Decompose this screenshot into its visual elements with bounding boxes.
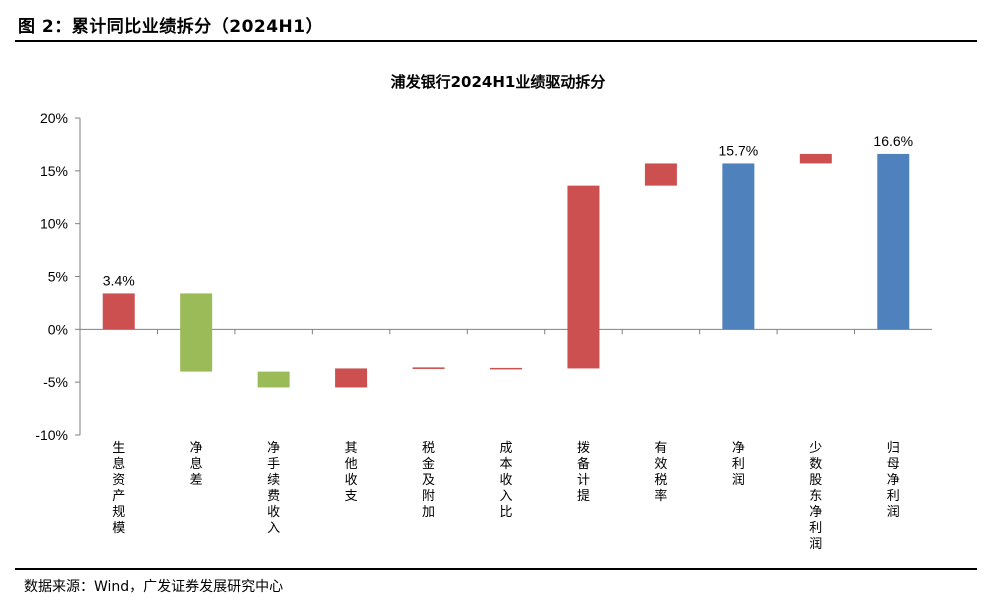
x-category-label: 有效税率 bbox=[654, 441, 667, 504]
bar-8 bbox=[644, 163, 677, 186]
x-category-label: 净利润 bbox=[732, 441, 745, 488]
x-category-label: 归母净利润 bbox=[887, 441, 900, 520]
bar-4 bbox=[335, 368, 368, 388]
bar-7 bbox=[567, 185, 600, 369]
x-category-label: 净手续费收入 bbox=[267, 441, 280, 536]
y-tick-label: 0% bbox=[48, 321, 68, 337]
x-category-label: 其他收支 bbox=[345, 441, 358, 504]
bar-5 bbox=[412, 367, 445, 369]
x-category-label: 净息差 bbox=[190, 441, 203, 488]
bar-1 bbox=[102, 293, 135, 330]
bottom-rule bbox=[15, 568, 977, 570]
x-category-label: 少数股东净利润 bbox=[809, 441, 822, 552]
bar-6 bbox=[490, 367, 522, 370]
top-rule bbox=[15, 40, 977, 42]
y-tick-label: 5% bbox=[48, 269, 68, 285]
x-category-label: 生息资产规模 bbox=[112, 441, 125, 536]
chart-title: 浦发银行2024H1业绩驱动拆分 bbox=[391, 73, 606, 91]
bar-9 bbox=[722, 163, 755, 330]
data-label: 16.6% bbox=[873, 133, 913, 149]
y-tick-label: 20% bbox=[40, 110, 68, 126]
x-category-label: 拨备计提 bbox=[577, 441, 590, 504]
bar-11 bbox=[877, 153, 910, 330]
waterfall-chart: 浦发银行2024H1业绩驱动拆分 20% 15% 10% 5% 0% -5% -10% 3.… bbox=[35, 73, 932, 552]
data-label: 3.4% bbox=[103, 272, 135, 288]
y-tick-label: -5% bbox=[43, 374, 68, 390]
bar-10 bbox=[799, 153, 832, 164]
figure-title: 图 2：累计同比业绩拆分（2024H1） bbox=[18, 17, 324, 37]
y-tick-label: 15% bbox=[40, 163, 68, 179]
source-note: 数据来源：Wind，广发证券发展研究中心 bbox=[24, 579, 284, 595]
x-category-label: 税金及附加 bbox=[422, 441, 435, 520]
bar-3 bbox=[257, 371, 290, 388]
x-category-label: 成本收入比 bbox=[499, 441, 512, 520]
data-label: 15.7% bbox=[719, 142, 759, 158]
bar-2 bbox=[180, 293, 213, 372]
y-tick-label: -10% bbox=[35, 427, 68, 443]
y-tick-label: 10% bbox=[40, 216, 68, 232]
